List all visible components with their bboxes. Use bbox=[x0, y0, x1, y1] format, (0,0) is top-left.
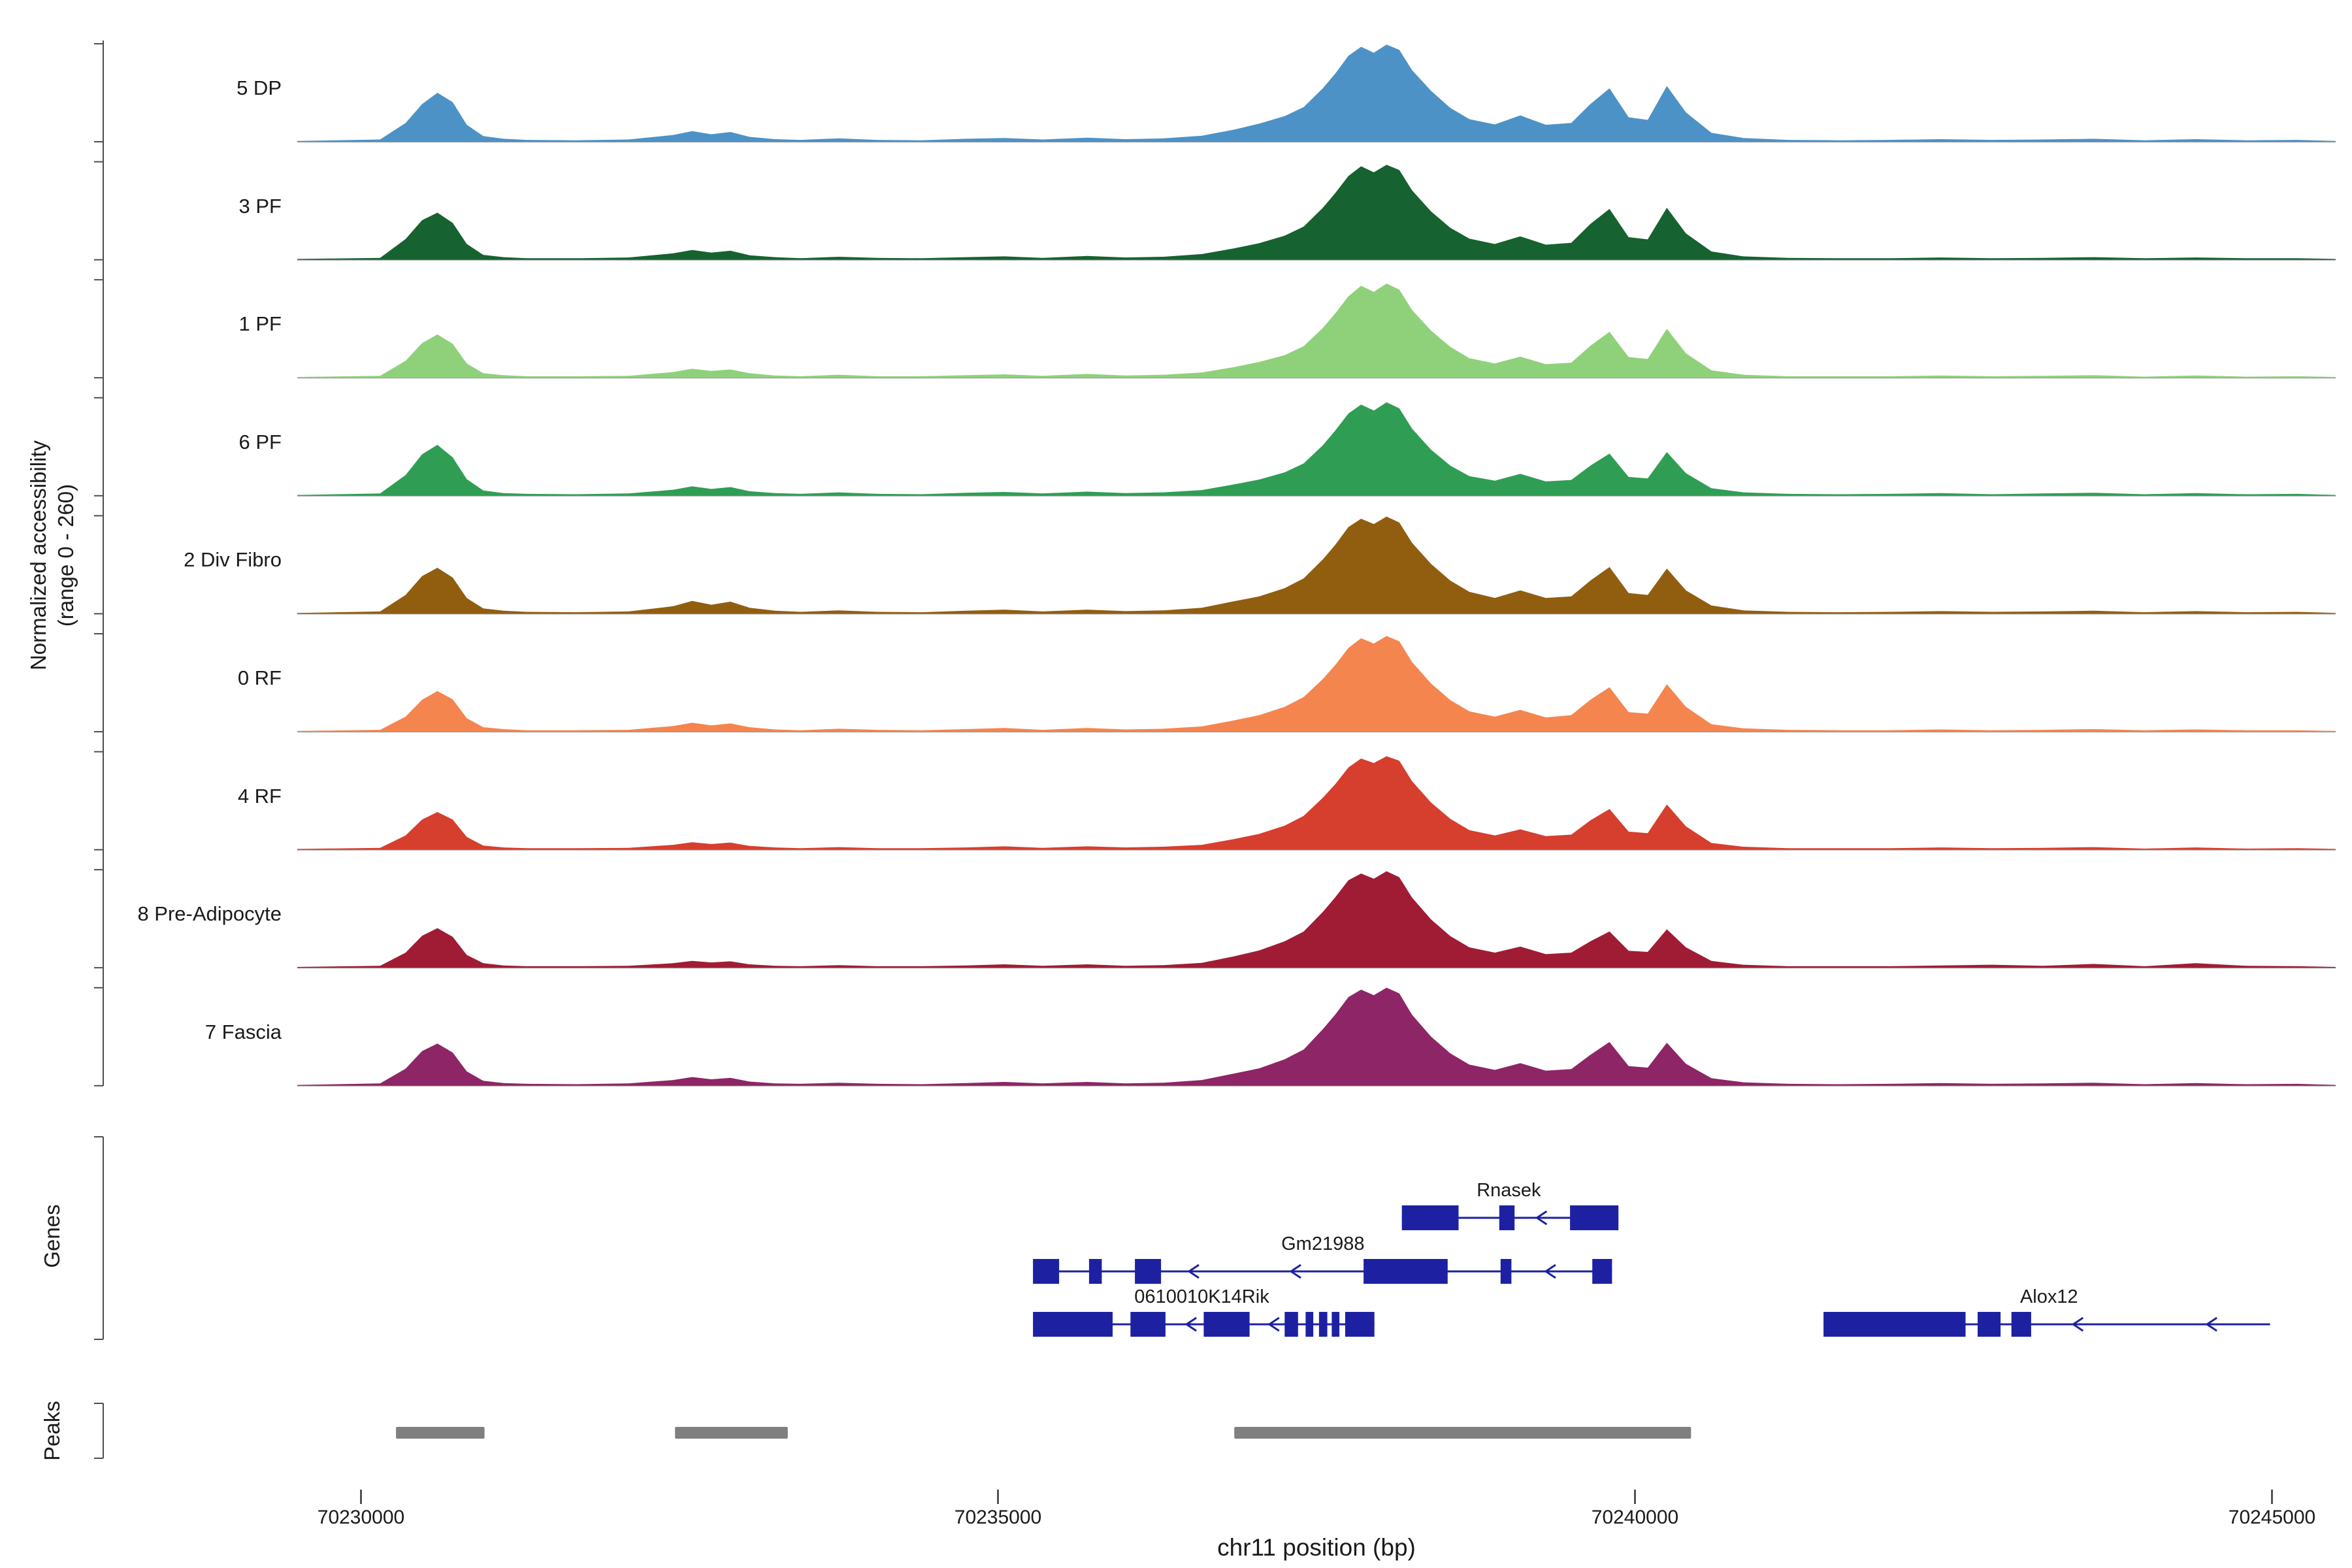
track-label-7-fascia: 7 Fascia bbox=[204, 1020, 282, 1043]
gene-label-alox12: Alox12 bbox=[2019, 1286, 2078, 1307]
track-label-8-pre-adipocyte: 8 Pre-Adipocyte bbox=[137, 902, 282, 926]
peaks-section-label: Peaks bbox=[40, 1401, 64, 1461]
track-label-6-pf: 6 PF bbox=[238, 430, 282, 453]
genes-section-label: Genes bbox=[40, 1204, 64, 1268]
strand-arrow-left bbox=[2205, 1316, 2217, 1332]
strand-arrow-left bbox=[1187, 1264, 1200, 1279]
gene-exon bbox=[1130, 1312, 1166, 1337]
track-signal-3-pf bbox=[297, 165, 2336, 260]
gene-exon bbox=[1284, 1312, 1298, 1337]
strand-arrow-left bbox=[1535, 1210, 1548, 1226]
track-label-1-pf: 1 PF bbox=[238, 312, 282, 336]
gene-exon bbox=[1499, 1205, 1515, 1230]
strand-arrow-left bbox=[1544, 1264, 1556, 1279]
gene-exon bbox=[1364, 1259, 1448, 1284]
x-tick-label: 70235000 bbox=[954, 1507, 1042, 1528]
gene-label-rnasek: Rnasek bbox=[1477, 1180, 1541, 1201]
strand-arrow-left bbox=[1289, 1264, 1301, 1279]
x-axis-title: chr11 position (bp) bbox=[1217, 1534, 1416, 1561]
gene-exon bbox=[1570, 1205, 1619, 1230]
gene-exon bbox=[1345, 1312, 1375, 1337]
track-label-3-pf: 3 PF bbox=[238, 194, 282, 218]
gene-exon bbox=[1088, 1259, 1102, 1284]
track-signal-8-pre-adipocyte bbox=[297, 871, 2336, 968]
track-signal-2-div-fibro bbox=[297, 516, 2336, 614]
strand-arrow-left bbox=[1184, 1316, 1197, 1332]
strand-arrow-left bbox=[2071, 1316, 2084, 1332]
gene-exon bbox=[2011, 1312, 2031, 1337]
gene-exon bbox=[1135, 1259, 1162, 1284]
track-signal-6-pf bbox=[297, 402, 2336, 496]
track-signal-0-rf bbox=[297, 636, 2336, 732]
strand-arrow-left bbox=[1267, 1316, 1280, 1332]
x-tick-label: 70240000 bbox=[1591, 1507, 1679, 1528]
track-label-0-rf: 0 RF bbox=[237, 666, 282, 689]
gene-exon bbox=[1318, 1312, 1328, 1337]
gene-exon bbox=[1401, 1205, 1459, 1230]
track-signal-4-rf bbox=[297, 756, 2336, 850]
peak-bar bbox=[1234, 1427, 1691, 1439]
gene-exon bbox=[1823, 1312, 1966, 1337]
peak-bar bbox=[675, 1427, 788, 1439]
peak-bar bbox=[396, 1427, 485, 1439]
gene-exon bbox=[1978, 1312, 2001, 1337]
track-label-2-div-fibro: 2 Div Fibro bbox=[184, 548, 282, 572]
gene-exon bbox=[1305, 1312, 1314, 1337]
track-label-5-dp: 5 DP bbox=[237, 76, 282, 99]
x-tick-label: 70245000 bbox=[2228, 1507, 2316, 1528]
gene-exon bbox=[1203, 1312, 1250, 1337]
gene-label-0610010k14rik: 0610010K14Rik bbox=[1134, 1286, 1269, 1307]
x-tick-label: 70230000 bbox=[317, 1507, 405, 1528]
track-label-4-rf: 4 RF bbox=[237, 784, 282, 808]
track-signal-1-pf bbox=[297, 284, 2336, 378]
track-signal-7-fascia bbox=[297, 987, 2336, 1086]
gene-exon bbox=[1500, 1259, 1512, 1284]
gene-exon bbox=[1592, 1259, 1612, 1284]
track-signal-5-dp bbox=[297, 44, 2336, 142]
gene-label-gm21988: Gm21988 bbox=[1281, 1233, 1365, 1254]
gene-exon bbox=[1331, 1312, 1340, 1337]
gene-exon bbox=[1033, 1312, 1113, 1337]
gene-exon bbox=[1033, 1259, 1060, 1284]
